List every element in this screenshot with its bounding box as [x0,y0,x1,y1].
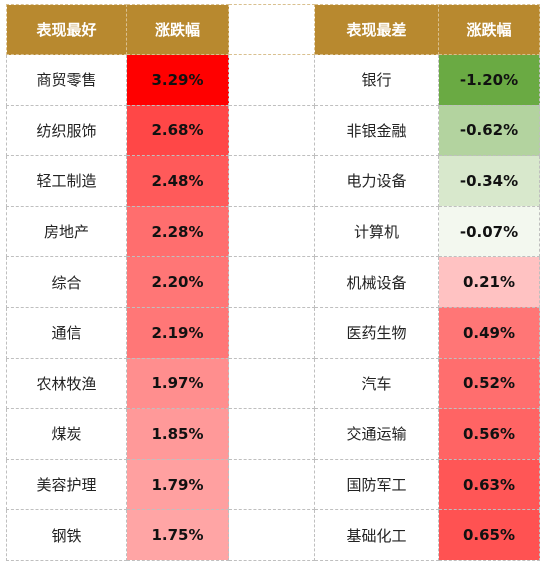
worst-sector-name: 机械设备 [314,256,439,308]
worst-sector-name: 医药生物 [314,306,439,359]
header-gap [228,4,315,55]
spacer-cell [228,104,315,157]
worst-sector-change: -0.07% [438,205,540,258]
best-sector-change: 1.85% [126,408,229,460]
best-sector-name: 房地产 [6,205,127,258]
table-row: 农林牧渔 1.97% 汽车 0.52% [6,357,540,410]
spacer-cell [228,509,315,561]
table-row: 综合 2.20% 机械设备 0.21% [6,256,540,308]
table-row: 煤炭 1.85% 交通运输 0.56% [6,408,540,460]
best-sector-name: 商贸零售 [6,54,127,106]
spacer-cell [228,54,315,106]
worst-sector-name: 银行 [314,54,439,106]
worst-sector-change: -1.20% [438,54,540,106]
best-sector-name: 纺织服饰 [6,104,127,157]
worst-sector-name: 汽车 [314,357,439,410]
worst-header: 表现最差 [314,4,439,55]
spacer-cell [228,256,315,308]
worst-sector-change: 0.63% [438,458,540,511]
table-row: 房地产 2.28% 计算机 -0.07% [6,205,540,258]
best-sector-change: 1.97% [126,357,229,410]
worst-sector-change: 0.56% [438,408,540,460]
best-sector-name: 通信 [6,306,127,359]
table-row: 轻工制造 2.48% 电力设备 -0.34% [6,155,540,207]
worst-sector-change: -0.62% [438,104,540,157]
header-row: 表现最好 涨跌幅 表现最差 涨跌幅 [6,4,540,55]
table-row: 钢铁 1.75% 基础化工 0.65% [6,509,540,561]
worst-sector-change: 0.21% [438,256,540,308]
spacer-cell [228,408,315,460]
table-row: 商贸零售 3.29% 银行 -1.20% [6,54,540,106]
best-sector-change: 1.79% [126,458,229,511]
table-body: 商贸零售 3.29% 银行 -1.20% 纺织服饰 2.68% 非银金融 -0.62% 轻工制造… [6,54,540,561]
worst-sector-name: 非银金融 [314,104,439,157]
worst-sector-name: 交通运输 [314,408,439,460]
worst-sector-change: 0.49% [438,306,540,359]
worst-sector-name: 电力设备 [314,155,439,207]
best-sector-change: 2.48% [126,155,229,207]
best-change-header: 涨跌幅 [126,4,229,55]
spacer-cell [228,205,315,258]
table-row: 通信 2.19% 医药生物 0.49% [6,306,540,359]
table-row: 纺织服饰 2.68% 非银金融 -0.62% [6,104,540,157]
worst-sector-name: 基础化工 [314,509,439,561]
worst-sector-change: 0.52% [438,357,540,410]
best-sector-name: 农林牧渔 [6,357,127,410]
best-sector-name: 煤炭 [6,408,127,460]
worst-sector-name: 国防军工 [314,458,439,511]
best-sector-change: 2.19% [126,306,229,359]
worst-sector-name: 计算机 [314,205,439,258]
best-header: 表现最好 [6,4,127,55]
best-sector-change: 3.29% [126,54,229,106]
performance-table: 表现最好 涨跌幅 表现最差 涨跌幅 商贸零售 3.29% 银行 -1.20% 纺织服饰 2… [6,4,540,561]
spacer-cell [228,458,315,511]
spacer-cell [228,306,315,359]
best-sector-name: 综合 [6,256,127,308]
best-sector-change: 2.20% [126,256,229,308]
best-sector-change: 1.75% [126,509,229,561]
spacer-cell [228,357,315,410]
best-sector-change: 2.28% [126,205,229,258]
best-sector-name: 轻工制造 [6,155,127,207]
sector-performance-table: 表现最好 涨跌幅 表现最差 涨跌幅 商贸零售 3.29% 银行 -1.20% 纺织服饰 2… [6,4,540,561]
best-sector-change: 2.68% [126,104,229,157]
worst-sector-change: 0.65% [438,509,540,561]
worst-sector-change: -0.34% [438,155,540,207]
best-sector-name: 钢铁 [6,509,127,561]
worst-change-header: 涨跌幅 [438,4,540,55]
spacer-cell [228,155,315,207]
table-row: 美容护理 1.79% 国防军工 0.63% [6,458,540,511]
best-sector-name: 美容护理 [6,458,127,511]
